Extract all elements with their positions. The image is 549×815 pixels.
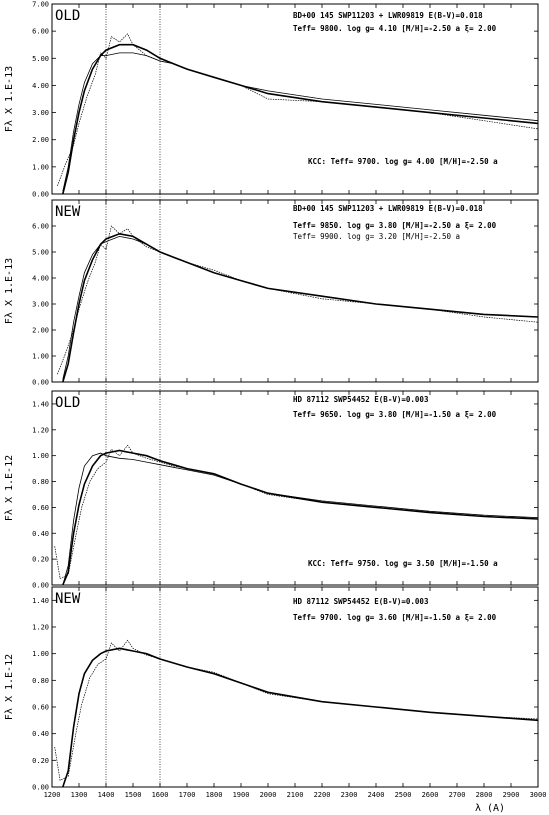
y-tick-label: 0.20 [32, 757, 49, 765]
reference-lines [105, 4, 161, 787]
annotation: KCC: Teff= 9700. log g= 4.00 [M/H]=-2.50… [308, 157, 498, 166]
y-tick-label: 1.20 [32, 426, 49, 434]
y-axis-label: Fλ X 1.E-12 [4, 455, 15, 521]
annotation: Teff= 9700. log g= 3.60 [M/H]=-1.50 a ξ=… [293, 613, 497, 622]
y-tick-label: 1.00 [32, 163, 49, 171]
x-tick-label: 3000 [530, 791, 547, 799]
annotation: HD 87112 SWP54452 E(B-V)=0.003 [293, 597, 429, 606]
y-tick-label: 0.00 [32, 191, 49, 199]
y-tick-label: 5.00 [32, 55, 49, 63]
x-tick-label: 2200 [314, 791, 331, 799]
x-tick-label: 1200 [44, 791, 61, 799]
x-tick-label: 2600 [422, 791, 439, 799]
plot-frame [51, 390, 539, 586]
series-line-model_a [62, 449, 539, 586]
series-line-observed [54, 639, 539, 781]
x-tick-label: 2300 [341, 791, 358, 799]
x-tick-label: 1400 [98, 791, 115, 799]
y-tick-label: 4.00 [32, 82, 49, 90]
y-tick-label: 0.60 [32, 704, 49, 712]
y-tick-label: 1.40 [32, 400, 49, 408]
panel-tag: NEW [55, 591, 81, 607]
y-tick-label: 2.00 [32, 136, 49, 144]
y-axis-label: Fλ X 1.E-12 [4, 654, 15, 720]
y-tick-label: 7.00 [32, 1, 49, 9]
y-tick-label: 0.60 [32, 504, 49, 512]
x-axis: 1200 1300 1400 1500 1600 1700 1800 1900 2000 2100… [44, 791, 547, 814]
x-tick-label: 2500 [395, 791, 412, 799]
annotation: Teff= 9800. log g= 4.10 [M/H]=-2.50 a ξ=… [293, 24, 497, 33]
panel-tag: OLD [55, 8, 80, 24]
panel-3: 0.00 0.20 0.40 0.60 0.80 1.00 1.20 1.40 Fλ X 1.E… [4, 390, 539, 590]
x-axis-label: λ (A) [475, 803, 505, 814]
annotation: BD+00 145 SWP11203 + LWR09819 E(B-V)=0.0… [293, 204, 483, 213]
y-tick-label: 0.40 [32, 530, 49, 538]
x-tick-label: 1600 [152, 791, 169, 799]
panel-2: 0.00 1.00 2.00 3.00 4.00 5.00 6.00 Fλ X 1.E-13 N… [4, 199, 539, 387]
x-tick-label: 2800 [476, 791, 493, 799]
series-line-model_b [62, 452, 539, 586]
y-tick-label: 3.00 [32, 301, 49, 309]
x-tick-label: 1900 [233, 791, 250, 799]
series-line-observed [57, 225, 539, 375]
annotation: Teff= 9850. log g= 3.80 [M/H]=-2.50 a ξ=… [293, 221, 497, 230]
x-tick-label: 2700 [449, 791, 466, 799]
y-tick-label: 2.00 [32, 327, 49, 335]
y-tick-label: 0.20 [32, 556, 49, 564]
y-tick-label: 1.00 [32, 452, 49, 460]
x-tick-label: 1500 [125, 791, 142, 799]
y-tick-label: 0.00 [32, 379, 49, 387]
series-line-model_a [62, 43, 539, 195]
y-tick-label: 0.80 [32, 478, 49, 486]
y-tick-label: 0.00 [32, 784, 49, 792]
annotation: Teff= 9650. log g= 3.80 [M/H]=-1.50 a ξ=… [293, 410, 497, 419]
x-tick-label: 1300 [71, 791, 88, 799]
x-tick-label: 2900 [503, 791, 520, 799]
series-line-model_b [62, 52, 539, 192]
x-tick-label: 2100 [287, 791, 304, 799]
y-tick-label: 5.00 [32, 249, 49, 257]
y-tick-label: 0.80 [32, 677, 49, 685]
x-tick-label: 1700 [179, 791, 196, 799]
panel-tag: OLD [55, 395, 80, 411]
x-tick-label: 1800 [206, 791, 223, 799]
panel-1: 0.00 1.00 2.00 3.00 4.00 5.00 6.00 7.00 Fλ X 1.E… [4, 1, 539, 199]
x-tick-label: 2000 [260, 791, 277, 799]
y-tick-label: 1.00 [32, 353, 49, 361]
annotation: BD+00 145 SWP11203 + LWR09819 E(B-V)=0.0… [293, 11, 483, 20]
series-line-model_b [62, 235, 539, 380]
y-tick-label: 4.00 [32, 275, 49, 283]
y-axis-label: Fλ X 1.E-13 [4, 258, 15, 324]
x-tick-label: 2400 [368, 791, 385, 799]
series-line-model_a [62, 647, 539, 788]
panel-tag: NEW [55, 204, 81, 220]
annotation: HD 87112 SWP54452 E(B-V)=0.003 [293, 395, 429, 404]
series-line-model_a [62, 232, 539, 383]
panel-4: 0.00 0.20 0.40 0.60 0.80 1.00 1.20 1.40 Fλ X 1.E… [4, 586, 539, 792]
annotation: Teff= 9900. log g= 3.20 [M/H]=-2.50 a [293, 232, 460, 241]
y-axis-label: Fλ X 1.E-13 [4, 66, 15, 132]
y-tick-label: 0.40 [32, 730, 49, 738]
y-tick-label: 6.00 [32, 223, 49, 231]
y-tick-label: 1.20 [32, 624, 49, 632]
y-tick-label: 1.40 [32, 597, 49, 605]
y-tick-label: 3.00 [32, 109, 49, 117]
y-tick-label: 1.00 [32, 650, 49, 658]
y-tick-label: 6.00 [32, 28, 49, 36]
y-tick-label: 0.00 [32, 582, 49, 590]
annotation: KCC: Teff= 9750. log g= 3.50 [M/H]=-1.50… [308, 559, 498, 568]
